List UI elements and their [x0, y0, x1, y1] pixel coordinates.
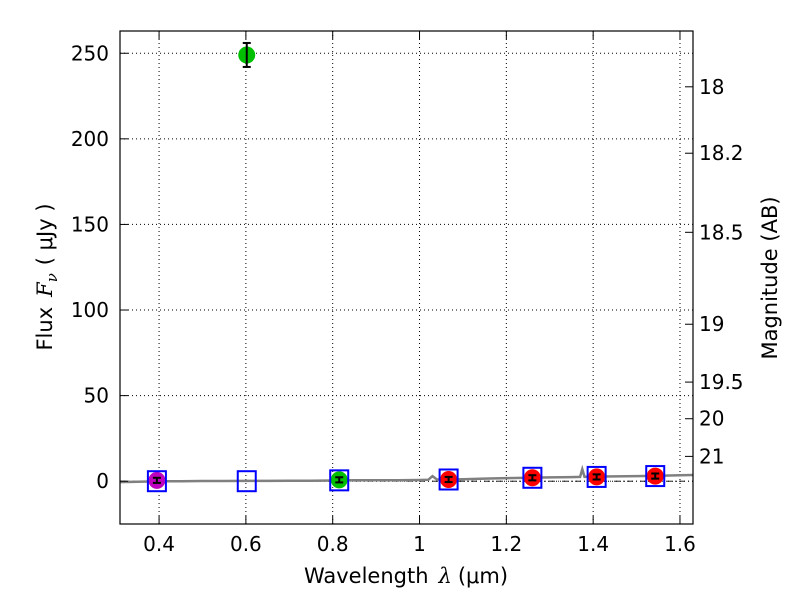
plot-frame — [119, 30, 694, 525]
y2-tick-label: 20 — [699, 407, 724, 431]
y-tick-label: 150 — [71, 212, 109, 236]
axes-frame — [119, 30, 694, 525]
y2-tick-label: 18 — [699, 75, 724, 99]
model-flux-square — [522, 466, 543, 489]
y2-tick-label: 19 — [699, 312, 724, 336]
y-axis-label: FluxFν( μJy ) — [33, 203, 61, 350]
model-flux-square — [586, 465, 607, 488]
y-tick-label: 0 — [96, 469, 109, 493]
tick-labels: 0.4 0.6 0.8 1 1.2 1.4 1.6 0 50 100 150 200 250 18 18.2… — [71, 41, 744, 556]
x-tick-label: 1 — [413, 532, 426, 556]
x-tick-label: 0.4 — [143, 532, 175, 556]
model-flux-square — [329, 469, 350, 492]
y2-tick-label: 18.2 — [699, 141, 744, 165]
x-tick-label: 1.2 — [490, 532, 522, 556]
x-axis-label: Wavelength λ (μm) — [304, 564, 508, 588]
y2-tick-label: 19.5 — [699, 370, 744, 394]
y-tick-label: 250 — [71, 41, 109, 65]
x-tick-label: 0.8 — [317, 532, 349, 556]
y2-tick-label: 18.5 — [699, 220, 744, 244]
y2-axis-label: Magnitude (AB) — [758, 196, 782, 359]
y-tick-label: 100 — [71, 298, 109, 322]
y-tick-label: 200 — [71, 127, 109, 151]
y2-tick-label: 21 — [699, 444, 724, 468]
model-flux-square — [236, 470, 257, 493]
tick-marks — [120, 31, 693, 524]
y-tick-label: 50 — [84, 384, 109, 408]
x-tick-label: 0.6 — [230, 532, 262, 556]
data-points-layer — [146, 41, 666, 493]
model-flux-square — [146, 470, 167, 493]
x-tick-label: 1.6 — [664, 532, 696, 556]
model-flux-square — [438, 468, 459, 491]
x-tick-label: 1.4 — [577, 532, 609, 556]
model-flux-square — [645, 465, 666, 488]
